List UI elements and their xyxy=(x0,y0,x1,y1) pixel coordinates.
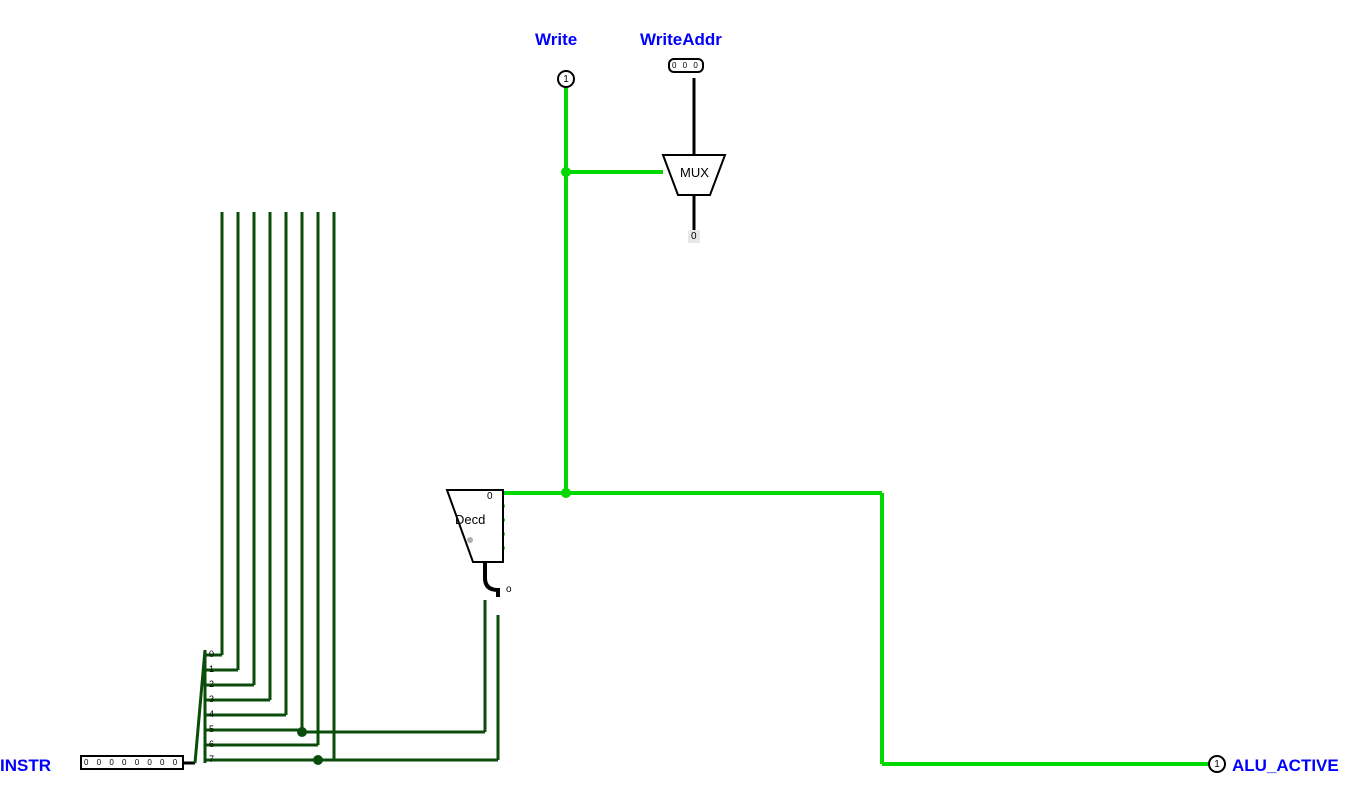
splitter-bit-1: 1 xyxy=(209,664,214,674)
splitter-bit-7: 7 xyxy=(209,754,214,764)
mux-output: 0 xyxy=(688,230,700,243)
bus-wires xyxy=(195,212,498,765)
splitter-bit-6: 6 xyxy=(209,739,214,749)
write-pin-value: 1 xyxy=(563,74,569,85)
alu-active-pin: 1 xyxy=(1208,755,1226,773)
write-label: Write xyxy=(535,30,577,50)
splitter-bit-2: 2 xyxy=(209,679,214,689)
splitter-bit-4: 4 xyxy=(209,709,214,719)
write-addr-label: WriteAddr xyxy=(640,30,722,50)
instr-pin: 0 0 0 0 0 0 0 0 xyxy=(80,755,184,770)
decoder-zero: 0 xyxy=(487,491,493,502)
mux-output-value: 0 xyxy=(691,231,697,242)
splitter-bit-0: 0 xyxy=(209,649,214,659)
active-wires xyxy=(503,88,1208,764)
decoder-bottom-o: o xyxy=(506,584,512,595)
black-wires xyxy=(180,78,694,763)
mux-label: MUX xyxy=(680,165,709,180)
instr-pin-value: 0 0 0 0 0 0 0 0 xyxy=(84,758,180,767)
decoder-label: Decd xyxy=(455,512,485,527)
splitter-bit-3: 3 xyxy=(209,694,214,704)
splitter-bit-5: 5 xyxy=(209,724,214,734)
alu-active-pin-value: 1 xyxy=(1214,759,1220,770)
write-addr-pin-value: 0 0 0 xyxy=(672,61,700,70)
write-pin: 1 xyxy=(557,70,575,88)
instr-label: INSTR xyxy=(0,756,51,776)
alu-active-label: ALU_ACTIVE xyxy=(1232,756,1339,776)
write-addr-pin: 0 0 0 xyxy=(668,58,704,73)
circuit-canvas xyxy=(0,0,1369,786)
